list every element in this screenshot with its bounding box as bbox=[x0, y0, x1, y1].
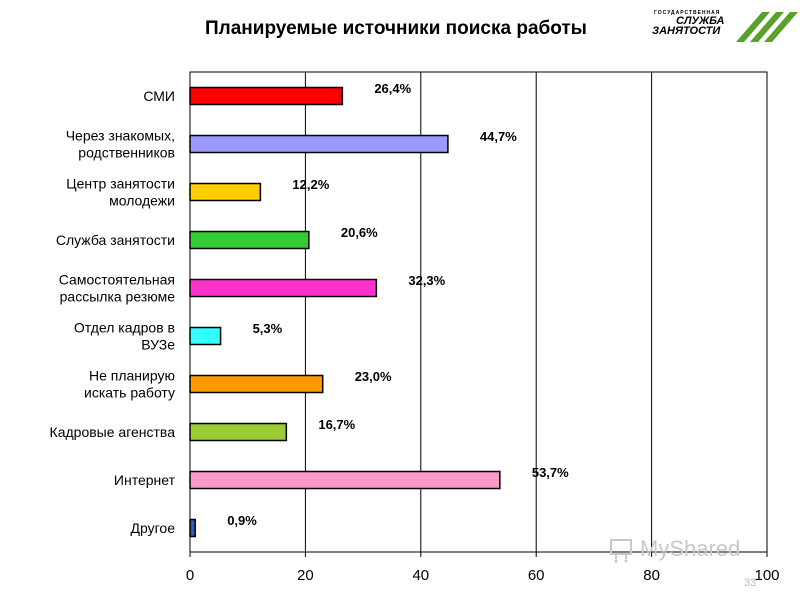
myshared-watermark: MyShared bbox=[608, 536, 740, 563]
x-tick-label: 80 bbox=[643, 567, 660, 584]
x-tick-label: 40 bbox=[412, 567, 429, 584]
logo-line-2: ЗАНЯТОСТИ bbox=[652, 25, 721, 37]
x-tick-label: 0 bbox=[186, 567, 194, 584]
data-label: 16,7% bbox=[318, 417, 355, 432]
category-label: Служба занятости bbox=[56, 232, 175, 248]
data-label: 23,0% bbox=[355, 369, 392, 384]
bar bbox=[189, 134, 449, 154]
category-label: молодежи bbox=[109, 193, 175, 209]
category-label: рассылка резюме bbox=[60, 289, 176, 305]
bar bbox=[189, 230, 310, 250]
logo-top-text: ГОСУДАРСТВЕННАЯ bbox=[654, 10, 721, 16]
plot-area bbox=[189, 71, 768, 553]
data-label: 53,7% bbox=[532, 465, 569, 480]
bar bbox=[189, 374, 324, 394]
category-labels: СМИ Через знакомых,родственников Центр зан… bbox=[50, 88, 176, 536]
data-label: 5,3% bbox=[253, 321, 283, 336]
page-number: 33 bbox=[744, 577, 757, 589]
category-label: ВУЗе bbox=[141, 337, 175, 353]
bars-group bbox=[189, 86, 501, 538]
bar bbox=[189, 326, 222, 346]
x-tick-label: 20 bbox=[297, 567, 314, 584]
x-axis-ticks: 0 20 40 60 80 100 bbox=[186, 552, 780, 584]
bar bbox=[189, 470, 501, 490]
cart-icon bbox=[608, 537, 636, 563]
bar bbox=[189, 182, 262, 202]
chart-title: Планируемые источники поиска работы bbox=[205, 18, 587, 39]
bar bbox=[189, 422, 288, 442]
data-label: 12,2% bbox=[292, 177, 329, 192]
category-label: искать работу bbox=[84, 385, 175, 401]
category-label: Отдел кадров в bbox=[74, 320, 175, 336]
data-label: 26,4% bbox=[374, 81, 411, 96]
logo-stripes-icon bbox=[736, 12, 798, 42]
employment-service-logo: ГОСУДАРСТВЕННАЯ СЛУЖБА ЗАНЯТОСТИ bbox=[648, 8, 798, 44]
bar bbox=[189, 518, 196, 538]
logo-line-1: СЛУЖБА bbox=[676, 15, 725, 27]
data-label: 20,6% bbox=[341, 225, 378, 240]
bar bbox=[189, 278, 378, 298]
category-label: Интернет bbox=[114, 472, 176, 488]
x-tick-label: 60 bbox=[528, 567, 545, 584]
data-labels: 26,4% 44,7% 12,2% 20,6% 32,3% 5,3% 23,0% 16,7% 5… bbox=[227, 81, 569, 528]
category-label: Центр занятости bbox=[66, 176, 175, 192]
category-label: Самостоятельная bbox=[59, 272, 175, 288]
category-label: СМИ bbox=[143, 88, 175, 104]
category-label: Не планирую bbox=[89, 368, 175, 384]
category-label: Другое bbox=[131, 520, 176, 536]
data-label: 0,9% bbox=[227, 513, 257, 528]
watermark-text: MyShared bbox=[640, 536, 741, 561]
category-label: Кадровые агенства bbox=[50, 424, 176, 440]
data-label: 32,3% bbox=[408, 273, 445, 288]
category-label: Через знакомых, bbox=[66, 128, 175, 144]
bar bbox=[189, 86, 344, 106]
x-tick-label: 100 bbox=[754, 567, 779, 584]
category-label: родственников bbox=[78, 145, 175, 161]
data-label: 44,7% bbox=[480, 129, 517, 144]
